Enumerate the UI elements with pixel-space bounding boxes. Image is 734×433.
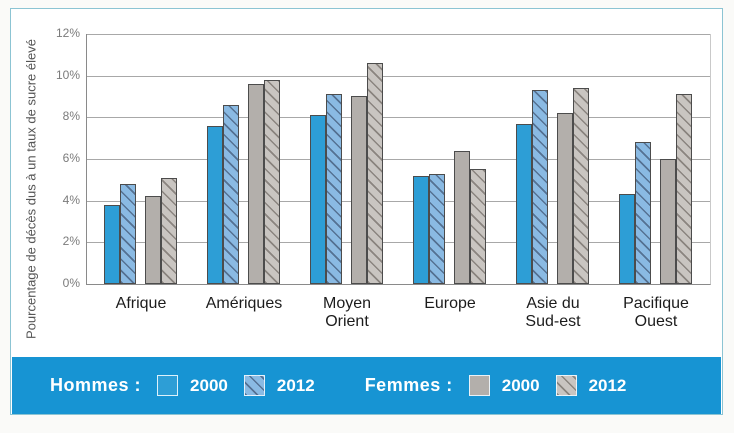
chart-panel: Pourcentage de décès dus à un taux de su… — [10, 8, 723, 415]
gridline — [87, 242, 710, 243]
x-category-label: Amériques — [189, 295, 299, 313]
bar-group-Pacifique Ouest — [619, 34, 692, 284]
legend-femmes-2000-label: 2000 — [501, 375, 540, 395]
bar — [161, 178, 177, 284]
bar — [635, 142, 651, 284]
bar-group-Amériques — [207, 34, 280, 284]
bar — [516, 124, 532, 284]
bar — [145, 196, 161, 284]
bar — [120, 184, 136, 284]
x-category-label-line: Ouest — [634, 313, 678, 331]
bar-group-Moyen Orient — [310, 34, 383, 284]
bar-group-Asie du Sud-est — [516, 34, 589, 284]
y-tick-label: 0% — [62, 276, 80, 290]
bar — [454, 151, 470, 284]
bar — [223, 105, 239, 284]
bar — [660, 159, 676, 284]
x-category-label-line: Europe — [424, 295, 476, 312]
bar — [573, 88, 589, 284]
legend-swatch-femmes-2012 — [555, 375, 577, 396]
bar-group-Europe — [413, 34, 486, 284]
x-category-label-line: Afrique — [115, 295, 167, 312]
y-tick-label: 12% — [55, 26, 80, 40]
bar — [248, 84, 264, 284]
legend-hommes-2012-label: 2012 — [276, 375, 315, 395]
gridline — [87, 76, 710, 77]
bar — [351, 96, 367, 284]
x-category-label: Europe — [395, 295, 505, 313]
x-category-label-line: Asie du — [526, 295, 580, 312]
x-category-label: Afrique — [86, 295, 196, 313]
gridline — [87, 34, 710, 35]
bar — [326, 94, 342, 284]
bar — [532, 90, 548, 284]
legend: Hommes : 2000 2012 Femmes : 2000 2012 — [12, 357, 721, 414]
bar — [557, 113, 573, 284]
legend-group-hommes: Hommes : 2000 2012 — [50, 375, 315, 396]
legend-swatch-femmes-2000 — [468, 375, 490, 396]
bar — [413, 176, 429, 284]
plot-area: Pourcentage de décès dus à un taux de su… — [24, 26, 711, 339]
bar — [619, 194, 635, 284]
gridline — [87, 201, 710, 202]
legend-femmes-2012-label: 2012 — [588, 375, 627, 395]
bar — [676, 94, 692, 284]
bar — [470, 169, 486, 284]
bar-group-Afrique — [104, 34, 177, 284]
y-tick-label: 2% — [62, 234, 80, 248]
bar — [429, 174, 445, 284]
gridline — [87, 159, 710, 160]
legend-swatch-hommes-2012 — [243, 375, 265, 396]
legend-hommes-label: Hommes : — [50, 375, 142, 395]
bar — [104, 205, 120, 284]
y-axis-title-text: Pourcentage de décès dus à un taux de su… — [23, 39, 39, 339]
x-category-label-line: Pacifique — [623, 295, 689, 312]
legend-hommes-2000-label: 2000 — [190, 375, 228, 395]
x-category-label-line: Moyen — [322, 295, 372, 312]
x-category-label: Asie du Sud-est — [498, 295, 608, 332]
legend-femmes-label: Femmes : — [364, 375, 453, 395]
bar — [207, 126, 223, 284]
x-category-label-line: Sud-est — [525, 313, 581, 331]
x-category-label-line: Amériques — [205, 295, 283, 312]
bar — [310, 115, 326, 284]
x-category-label: Pacifique Ouest — [601, 295, 711, 332]
y-tick-label: 4% — [62, 193, 80, 207]
bar — [264, 80, 280, 284]
bar — [367, 63, 383, 284]
y-tick-label: 10% — [55, 68, 80, 82]
y-tick-label: 6% — [62, 151, 80, 165]
legend-swatch-hommes-2000 — [157, 375, 179, 396]
y-tick-label: 8% — [62, 109, 80, 123]
gridline — [87, 117, 710, 118]
x-category-label: Moyen Orient — [292, 295, 402, 332]
legend-group-femmes: Femmes : 2000 2012 — [364, 375, 627, 396]
x-category-label-line: Orient — [325, 313, 369, 331]
